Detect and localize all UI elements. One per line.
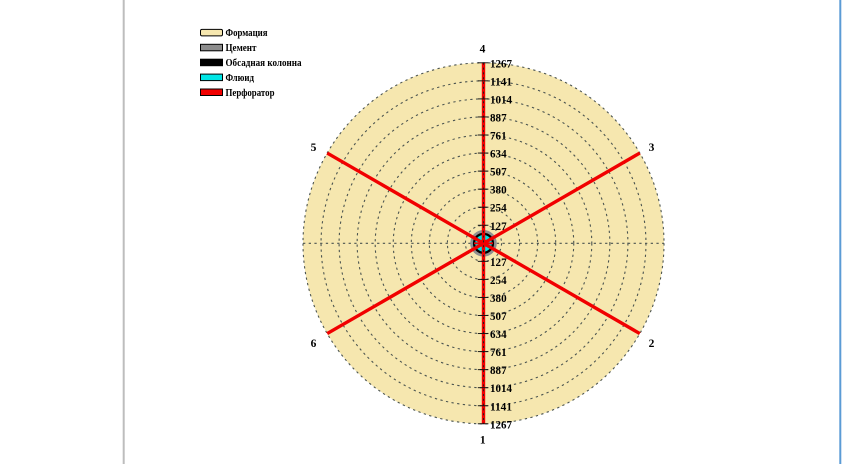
svg-text:2: 2 bbox=[649, 338, 655, 350]
svg-text:507: 507 bbox=[490, 309, 507, 323]
svg-text:3: 3 bbox=[649, 142, 655, 154]
svg-text:1141: 1141 bbox=[490, 399, 512, 413]
svg-text:Обсадная колонна: Обсадная колонна bbox=[226, 58, 303, 69]
svg-text:761: 761 bbox=[490, 345, 507, 359]
svg-text:634: 634 bbox=[490, 147, 507, 161]
svg-text:Цемент: Цемент bbox=[226, 43, 258, 54]
svg-text:Перфоратор: Перфоратор bbox=[226, 88, 275, 99]
svg-text:127: 127 bbox=[490, 255, 507, 269]
svg-text:4: 4 bbox=[480, 44, 486, 56]
svg-text:1014: 1014 bbox=[490, 381, 512, 395]
svg-text:254: 254 bbox=[490, 273, 507, 287]
svg-text:1: 1 bbox=[480, 435, 486, 447]
svg-text:380: 380 bbox=[490, 291, 507, 305]
svg-text:761: 761 bbox=[490, 129, 507, 143]
svg-text:1014: 1014 bbox=[490, 92, 512, 106]
svg-text:254: 254 bbox=[490, 201, 507, 215]
svg-text:380: 380 bbox=[490, 183, 507, 197]
svg-text:Формация: Формация bbox=[226, 28, 268, 39]
svg-text:5: 5 bbox=[311, 142, 317, 154]
svg-text:1267: 1267 bbox=[490, 417, 512, 431]
svg-text:634: 634 bbox=[490, 327, 507, 341]
svg-text:6: 6 bbox=[311, 338, 317, 350]
svg-text:507: 507 bbox=[490, 165, 507, 179]
svg-text:1141: 1141 bbox=[490, 74, 512, 88]
svg-text:1267: 1267 bbox=[490, 56, 512, 70]
svg-text:887: 887 bbox=[490, 363, 507, 377]
svg-text:Флюид: Флюид bbox=[226, 73, 255, 84]
svg-text:127: 127 bbox=[490, 219, 507, 233]
svg-text:887: 887 bbox=[490, 111, 507, 125]
